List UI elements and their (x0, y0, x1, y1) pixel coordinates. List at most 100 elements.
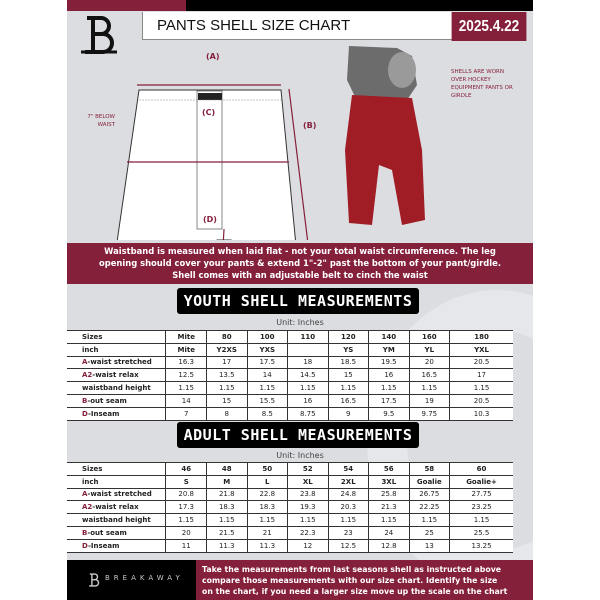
table-cell: 22.8 (246, 487, 288, 502)
measure-name: -waist stretched (87, 490, 152, 499)
table-cell: 2XL (327, 474, 369, 489)
table-cell: L (246, 474, 288, 489)
row-label: A2-waist relax (67, 368, 166, 383)
table-cell: 1.15 (165, 381, 207, 395)
info-line: Waistband is measured when laid flat - n… (104, 246, 496, 256)
table-cell: 25 (408, 525, 450, 540)
table-cell: S (165, 474, 207, 489)
table-cell: YXL (449, 342, 513, 357)
table-cell: 100 (246, 330, 288, 344)
table-cell: 1.15 (287, 381, 329, 395)
table-cell: 110 (287, 330, 329, 344)
measure-name: -waist relax (92, 371, 139, 380)
table-cell: 180 (449, 330, 513, 344)
table-cell: 8 (205, 406, 247, 421)
footer-line: Take the measurements from last seasons … (202, 565, 502, 574)
table-cell: 58 (408, 462, 450, 476)
table-cell: 19.5 (368, 355, 410, 370)
table-cell: 8.75 (287, 406, 329, 421)
table-row: inch Mite Y2XS YXS YS YM YL YXL (67, 342, 513, 357)
measure-code: A (82, 358, 88, 367)
table-cell: 1.15 (205, 513, 247, 527)
table-cell: 20.5 (449, 393, 513, 408)
table-cell: 140 (368, 330, 410, 344)
table-cell: 3XL (368, 474, 410, 489)
measure-code: D (82, 409, 88, 418)
measure-code: A (82, 490, 88, 499)
row-label: waistband height (67, 381, 166, 395)
table-cell: 17.5 (368, 393, 410, 408)
measure-code: B (82, 528, 88, 537)
table-cell: 52 (287, 462, 329, 476)
table-cell: 1.15 (408, 513, 450, 527)
info-line: opening should cover your pants & extend… (98, 258, 502, 268)
adult-unit: Unit: Inches (276, 451, 324, 460)
breakaway-logo (81, 16, 117, 54)
measure-name: inch (82, 345, 99, 354)
table-cell: Mite (165, 330, 207, 344)
page-title: PANTS SHELL SIZE CHART (142, 12, 457, 40)
table-row: A2-waist relax 17.3 18.3 18.3 19.3 20.3 21.3 22… (67, 500, 513, 515)
table-cell: 54 (327, 462, 369, 476)
table-cell: YM (368, 342, 410, 357)
table-cell: 9.5 (368, 406, 410, 421)
table-cell: 120 (327, 330, 369, 344)
table-cell: 12.5 (165, 368, 207, 383)
below-waist-note: 7" BELOW WAIST (87, 114, 115, 128)
table-cell: Goalie (408, 474, 450, 489)
table-cell: 17 (449, 368, 513, 383)
measure-name: -Inseam (87, 541, 120, 550)
table-cell: 12.8 (368, 538, 410, 553)
table-cell: 1.15 (449, 381, 513, 395)
table-cell: 7 (165, 406, 207, 421)
table-cell: 14 (246, 368, 288, 383)
table-cell: 1.15 (408, 381, 450, 395)
table-cell: 15.5 (246, 393, 288, 408)
table-cell: 21.8 (205, 487, 247, 502)
table-cell: 1.15 (287, 513, 329, 527)
table-cell: 48 (205, 462, 247, 476)
row-label: D-Inseam (67, 406, 166, 421)
table-row: waistband height 1.15 1.15 1.15 1.15 1.15 1.15… (67, 513, 513, 527)
row-label: inch (67, 342, 166, 357)
table-row: Sizes 46 48 50 52 54 56 58 60 (67, 462, 513, 476)
row-label: B-out seam (67, 393, 166, 408)
table-cell: 13.25 (449, 538, 513, 553)
table-cell: 16 (368, 368, 410, 383)
table-cell: 27.75 (449, 487, 513, 502)
measure-name: Sizes (82, 464, 103, 473)
table-cell: 160 (408, 330, 450, 344)
hockey-pants-photo (345, 46, 425, 225)
table-cell: 12.5 (327, 538, 369, 553)
table-cell: YS (327, 342, 369, 357)
brand-name: BREAKAWAY (105, 574, 184, 582)
top-bar (186, 0, 533, 11)
table-cell: 1.15 (368, 513, 410, 527)
table-cell: 16.5 (408, 368, 450, 383)
table-cell: 23.8 (287, 487, 329, 502)
table-cell: 1.15 (327, 513, 369, 527)
info-band: Waistband is measured when laid flat - n… (67, 243, 533, 284)
table-cell: M (205, 474, 247, 489)
table-cell: 21.3 (368, 500, 410, 515)
table-cell: 1.15 (449, 513, 513, 527)
table-row: A2-waist relax 12.5 13.5 14 14.5 15 16 16.5 17 (67, 368, 513, 383)
table-cell: 9 (327, 406, 369, 421)
table-cell: Y2XS (205, 342, 247, 357)
table-cell: 21.5 (205, 525, 247, 540)
table-cell: 20.5 (449, 355, 513, 370)
measure-name: Sizes (82, 332, 103, 341)
label-d: (D) (203, 215, 217, 224)
label-c: (C) (202, 108, 216, 117)
footer-line: on the chart, if you need a larger size … (202, 587, 508, 596)
table-cell: 24.8 (327, 487, 369, 502)
measure-name: -waist relax (92, 503, 139, 512)
table-row: A-waist stretched 20.8 21.8 22.8 23.8 24.8 25.… (67, 487, 513, 502)
label-a: (A) (206, 52, 220, 61)
row-label: D-Inseam (67, 538, 166, 553)
table-cell: YXS (246, 342, 288, 357)
measure-code: D (82, 541, 88, 550)
row-label: Sizes (67, 462, 166, 476)
measure-name: waistband height (82, 384, 151, 393)
table-cell: 25.8 (368, 487, 410, 502)
